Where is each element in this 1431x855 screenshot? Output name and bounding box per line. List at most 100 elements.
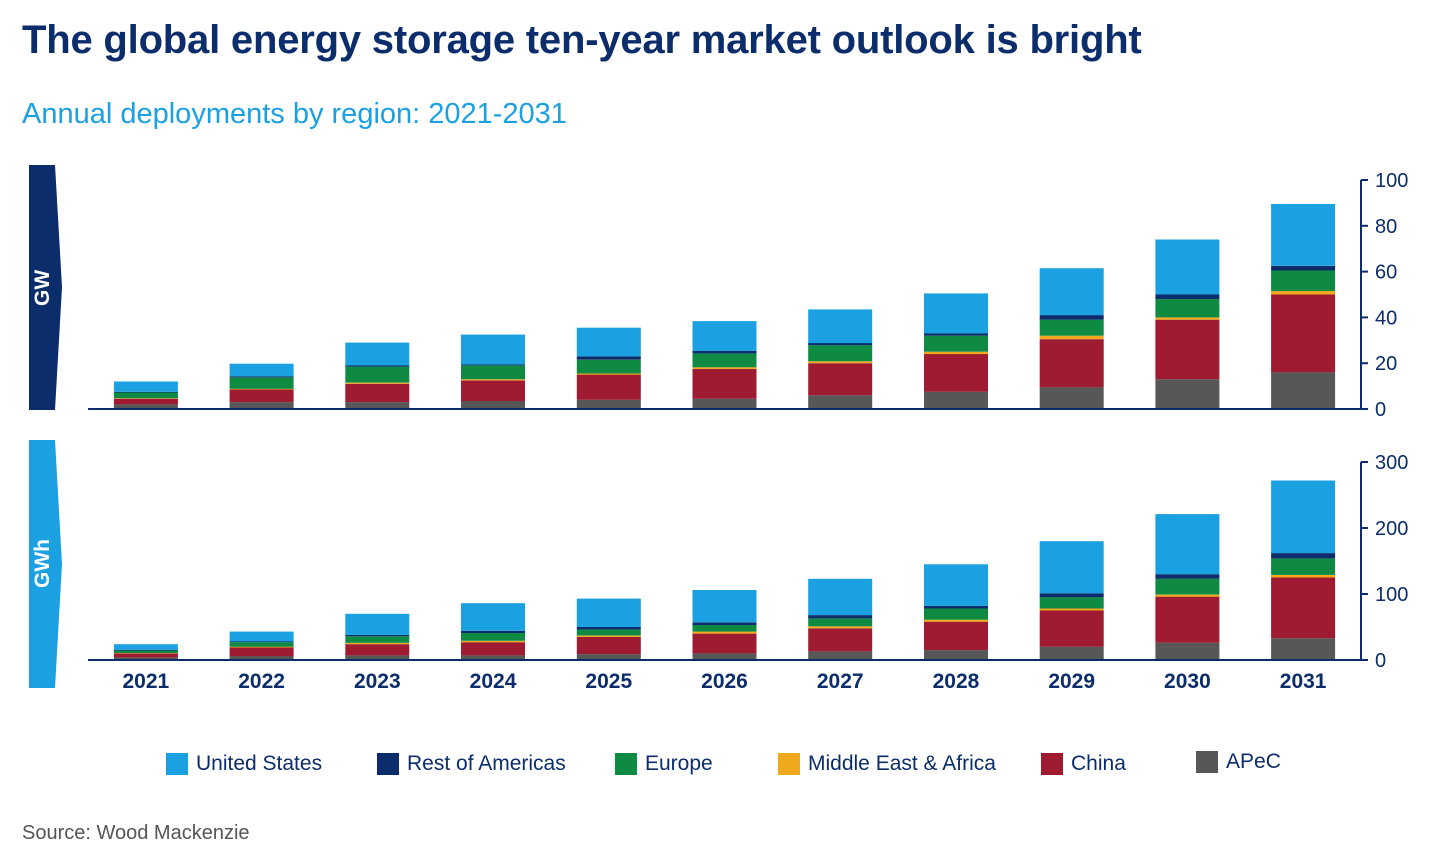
x-tick-label-2031: 2031 (1280, 670, 1327, 693)
gwh-bar-2023-europe (345, 636, 410, 643)
gw-bar-2028-united-states (924, 293, 988, 334)
legend-label-middle-east-africa: Middle East & Africa (808, 752, 996, 775)
gwh-bar-2031-united-states (1271, 480, 1336, 554)
gw-bar-2027-china (808, 363, 873, 396)
legend-item-apec: APeC (1196, 750, 1281, 774)
legend-item-rest-of-americas: Rest of Americas (377, 752, 566, 776)
gwh-bar-2029-europe (1039, 597, 1104, 609)
gw-bar-2024-apec (461, 401, 525, 409)
gw-bar-2031-rest-of-americas (1271, 265, 1336, 271)
gwh-bar-2021-europe (113, 650, 178, 653)
gw-bar-2022-united-states (229, 363, 294, 377)
gw-bar-2021-europe (113, 392, 178, 399)
x-tick-label-2026: 2026 (701, 670, 748, 693)
gw-bar-2028-europe (924, 335, 988, 352)
gwh-bar-2024-europe (461, 632, 525, 641)
gw-bar-2026-europe (692, 353, 757, 368)
gw-bar-2028-rest-of-americas (924, 333, 988, 336)
x-tick-label-2029: 2029 (1048, 670, 1095, 693)
legend-swatch-europe (615, 753, 637, 775)
legend-label-united-states: United States (196, 752, 323, 775)
gwh-bar-2026-apec (692, 653, 757, 660)
legend-item-europe: Europe (615, 752, 713, 776)
gwh-bar-2021-china (113, 653, 178, 658)
gwh-bar-2022-middle-east-africa (229, 646, 294, 648)
gwh-bar-2027-united-states (808, 578, 873, 616)
gw-bar-2030-china (1155, 319, 1220, 380)
gwh-bar-2024-middle-east-africa (461, 640, 525, 643)
gw-tab-shape (29, 165, 62, 410)
gwh-panel-tab: GWh (29, 440, 69, 688)
gw-bar-2026-apec (692, 398, 757, 409)
gw-bar-2031-united-states (1271, 204, 1336, 266)
gwh-bar-2027-apec (808, 651, 873, 660)
gw-bar-2030-united-states (1155, 239, 1220, 295)
gwh-bar-2029-rest-of-americas (1039, 593, 1104, 598)
chart-title: The global energy storage ten-year marke… (22, 18, 1142, 62)
gw-bar-2021-apec (113, 404, 178, 409)
gwh-bar-2026-china (692, 633, 757, 654)
gwh-bar-2021-rest-of-americas (113, 649, 178, 651)
gwh-bar-2023-china (345, 644, 410, 656)
legend-label-rest-of-americas: Rest of Americas (407, 752, 566, 775)
gwh-bar-2027-middle-east-africa (808, 626, 873, 629)
x-tick-label-2021: 2021 (123, 670, 170, 693)
gw-bar-2026-middle-east-africa (692, 367, 757, 369)
gwh-bar-2023-rest-of-americas (345, 634, 410, 637)
gwh-bar-2023-middle-east-africa (345, 642, 410, 645)
gw-bar-2029-united-states (1039, 268, 1104, 316)
gw-bar-2025-rest-of-americas (576, 356, 641, 360)
gw-bar-2031-china (1271, 294, 1336, 373)
gwh-bar-2030-middle-east-africa (1155, 594, 1220, 597)
gw-bar-2029-europe (1039, 319, 1104, 336)
gw-bar-2025-united-states (576, 327, 641, 357)
legend-label-apec: APeC (1226, 750, 1281, 773)
gwh-bar-2024-china (461, 642, 525, 656)
gw-y-tick-label-80: 80 (1375, 216, 1397, 238)
gwh-bar-2029-apec (1039, 646, 1104, 660)
gwh-y-tick-label-100: 100 (1375, 584, 1408, 606)
gw-bar-2031-europe (1271, 270, 1336, 292)
gwh-bar-2029-middle-east-africa (1039, 608, 1104, 611)
gw-y-tick-label-60: 60 (1375, 262, 1397, 284)
x-tick-label-2030: 2030 (1164, 670, 1211, 693)
chart-subtitle: Annual deployments by region: 2021-2031 (22, 98, 567, 130)
gw-bar-2021-united-states (113, 381, 178, 392)
legend-item-china: China (1041, 752, 1126, 776)
gw-bar-2030-middle-east-africa (1155, 317, 1220, 320)
gw-bar-2021-middle-east-africa (113, 398, 178, 399)
gwh-bar-2025-europe (576, 629, 641, 636)
gw-bar-2030-europe (1155, 299, 1220, 318)
gw-bar-2025-europe (576, 359, 641, 374)
gwh-bar-2030-europe (1155, 578, 1220, 595)
gwh-bar-2028-middle-east-africa (924, 619, 988, 622)
gw-bar-2030-apec (1155, 379, 1220, 409)
legend-label-china: China (1071, 752, 1126, 775)
x-tick-label-2024: 2024 (470, 670, 517, 693)
gwh-bar-2024-rest-of-americas (461, 631, 525, 633)
gwh-bar-2026-europe (692, 625, 757, 632)
legend-swatch-middle-east-africa (778, 753, 800, 775)
gwh-bar-2025-rest-of-americas (576, 627, 641, 630)
gwh-tab-shape (29, 440, 62, 688)
gw-bar-2024-rest-of-americas (461, 364, 525, 366)
legend-item-united-states: United States (166, 752, 322, 776)
gwh-bar-2028-europe (924, 608, 988, 620)
gwh-bar-2031-apec (1271, 638, 1336, 660)
gwh-bar-2022-united-states (229, 631, 294, 642)
x-tick-label-2022: 2022 (238, 670, 285, 693)
gw-bar-2021-rest-of-americas (113, 391, 178, 393)
gwh-bar-2027-china (808, 628, 873, 652)
gw-bar-2026-rest-of-americas (692, 350, 757, 354)
gw-bar-2027-europe (808, 345, 873, 362)
legend-swatch-china (1041, 753, 1063, 775)
gw-bar-2023-china (345, 383, 410, 403)
gwh-bar-2023-united-states (345, 613, 410, 635)
gwh-bar-2022-rest-of-americas (229, 641, 294, 643)
gwh-bar-2025-united-states (576, 598, 641, 627)
gwh-bar-2029-united-states (1039, 541, 1104, 594)
gw-y-tick-label-40: 40 (1375, 307, 1397, 329)
gw-bar-2024-united-states (461, 334, 525, 365)
gwh-bar-2022-apec (229, 656, 294, 660)
gw-bar-2023-united-states (345, 342, 410, 366)
